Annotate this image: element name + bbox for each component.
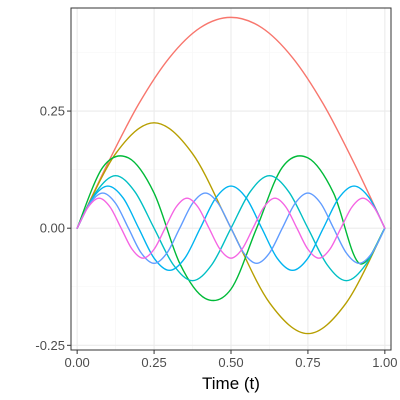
y-tick-label: 0.00: [40, 221, 65, 236]
y-axis: -0.25 0.00 0.25: [35, 104, 71, 353]
series-layer: [76, 16, 386, 335]
x-tick-label: 0.25: [141, 355, 166, 370]
x-axis-title: Time (t): [202, 374, 260, 393]
series-line-1: [76, 16, 386, 229]
y-tick-label: 0.25: [40, 104, 65, 119]
y-tick-label: -0.25: [35, 338, 65, 353]
series-line-7: [76, 197, 386, 259]
x-tick-label: 0.00: [64, 355, 89, 370]
x-tick-label: 1.00: [372, 355, 397, 370]
x-axis: 0.00 0.25 0.50 0.75 1.00: [64, 350, 398, 370]
series-line-5: [76, 185, 386, 272]
x-tick-label: 0.75: [295, 355, 320, 370]
x-tick-label: 0.50: [218, 355, 243, 370]
series-line-3: [76, 155, 386, 302]
series-line-6: [76, 192, 386, 265]
